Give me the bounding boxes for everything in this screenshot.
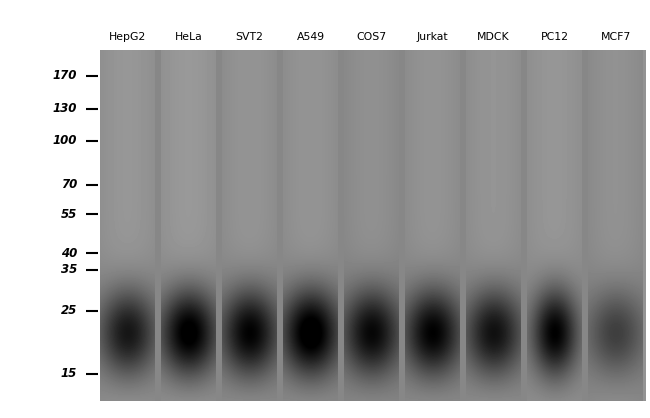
Text: Jurkat: Jurkat — [417, 32, 448, 42]
Text: HeLa: HeLa — [175, 32, 202, 42]
Text: 15: 15 — [60, 367, 77, 380]
Text: MCF7: MCF7 — [601, 32, 630, 42]
Text: 170: 170 — [53, 69, 77, 82]
Text: A549: A549 — [296, 32, 324, 42]
Text: COS7: COS7 — [356, 32, 387, 42]
Text: MDCK: MDCK — [477, 32, 510, 42]
Text: 130: 130 — [53, 102, 77, 115]
Text: SVT2: SVT2 — [235, 32, 263, 42]
Text: 35: 35 — [60, 263, 77, 276]
Text: 40: 40 — [60, 247, 77, 260]
Text: HepG2: HepG2 — [109, 32, 146, 42]
Text: PC12: PC12 — [541, 32, 569, 42]
Text: 70: 70 — [60, 178, 77, 191]
Text: 55: 55 — [60, 208, 77, 221]
Text: 25: 25 — [60, 304, 77, 318]
Text: 100: 100 — [53, 135, 77, 148]
